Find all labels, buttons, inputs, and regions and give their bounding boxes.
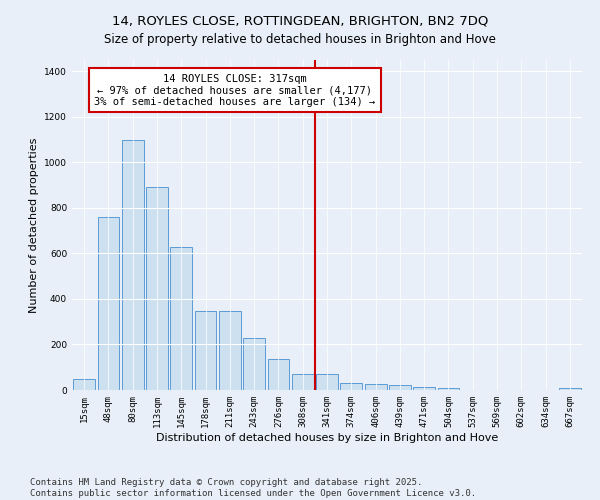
Bar (437, 388, 460, 390)
Bar (340, 383, 362, 390)
Bar (268, 360, 289, 390)
Bar (365, 384, 386, 390)
Bar (122, 140, 143, 390)
Text: Size of property relative to detached houses in Brighton and Hove: Size of property relative to detached ho… (104, 32, 496, 46)
Bar (73, 378, 95, 390)
Bar (559, 388, 581, 390)
Bar (194, 312, 217, 390)
Bar (389, 386, 411, 390)
Bar (170, 246, 192, 390)
Text: 14, ROYLES CLOSE, ROTTINGDEAN, BRIGHTON, BN2 7DQ: 14, ROYLES CLOSE, ROTTINGDEAN, BRIGHTON,… (112, 15, 488, 28)
Bar (219, 312, 241, 390)
Bar (292, 374, 314, 390)
Text: Contains HM Land Registry data © Crown copyright and database right 2025.
Contai: Contains HM Land Registry data © Crown c… (30, 478, 476, 498)
Bar (146, 188, 168, 390)
X-axis label: Distribution of detached houses by size in Brighton and Hove: Distribution of detached houses by size … (156, 432, 498, 442)
Text: 14 ROYLES CLOSE: 317sqm
← 97% of detached houses are smaller (4,177)
3% of semi-: 14 ROYLES CLOSE: 317sqm ← 97% of detache… (94, 74, 376, 107)
Bar (413, 387, 435, 390)
Y-axis label: Number of detached properties: Number of detached properties (29, 138, 38, 312)
Bar (97, 217, 119, 390)
Bar (316, 374, 338, 390)
Bar (243, 338, 265, 390)
